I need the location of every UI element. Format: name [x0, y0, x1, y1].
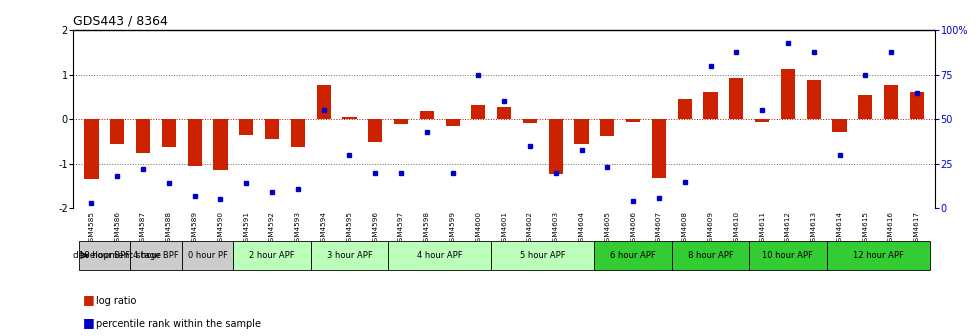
Bar [883, 85, 897, 119]
Text: ■: ■ [83, 316, 95, 329]
Text: 10 hour APF: 10 hour APF [762, 251, 813, 260]
Bar [213, 119, 227, 170]
Bar [161, 119, 176, 147]
Text: 5 hour APF: 5 hour APF [519, 251, 565, 260]
Text: 18 hour BPF: 18 hour BPF [79, 251, 130, 260]
Text: 0 hour PF: 0 hour PF [188, 251, 227, 260]
Bar [420, 111, 433, 119]
Bar [600, 119, 614, 136]
Text: 8 hour APF: 8 hour APF [687, 251, 733, 260]
Text: 4 hour APF: 4 hour APF [417, 251, 462, 260]
Bar [233, 241, 310, 270]
Bar [491, 241, 594, 270]
Bar [188, 119, 201, 166]
Bar [625, 119, 640, 122]
Text: 4 hour BPF: 4 hour BPF [133, 251, 179, 260]
Bar [393, 119, 408, 124]
Bar [130, 241, 182, 270]
Bar [548, 119, 562, 174]
Text: percentile rank within the sample: percentile rank within the sample [96, 319, 261, 329]
Bar [574, 119, 588, 144]
Text: 3 hour APF: 3 hour APF [327, 251, 372, 260]
Bar [748, 241, 825, 270]
Bar [806, 80, 820, 119]
Bar [470, 105, 485, 119]
Bar [729, 78, 742, 119]
Bar [265, 119, 279, 139]
Bar [136, 119, 150, 153]
Bar [754, 119, 769, 122]
Bar [594, 241, 671, 270]
Bar [239, 119, 253, 135]
Text: GDS443 / 8364: GDS443 / 8364 [73, 15, 168, 28]
Bar [651, 119, 665, 178]
Bar [342, 117, 356, 119]
Bar [387, 241, 491, 270]
Bar [111, 119, 124, 144]
Bar [78, 241, 130, 270]
Bar [858, 95, 871, 119]
Bar [368, 119, 382, 142]
Bar [290, 119, 304, 147]
Bar [316, 85, 331, 119]
Text: development stage: development stage [72, 251, 160, 260]
Bar [703, 92, 717, 119]
Text: 2 hour APF: 2 hour APF [249, 251, 294, 260]
Bar [182, 241, 233, 270]
Bar [310, 241, 387, 270]
Text: 6 hour APF: 6 hour APF [609, 251, 655, 260]
Bar [831, 119, 846, 132]
Bar [677, 99, 691, 119]
Bar [671, 241, 748, 270]
Bar [522, 119, 537, 123]
Bar [445, 119, 460, 126]
Text: 12 hour APF: 12 hour APF [852, 251, 903, 260]
Text: ■: ■ [83, 293, 95, 306]
Bar [780, 70, 794, 119]
Bar [497, 107, 511, 119]
Text: log ratio: log ratio [96, 296, 136, 306]
Bar [84, 119, 99, 179]
Bar [825, 241, 929, 270]
Bar [909, 92, 923, 119]
